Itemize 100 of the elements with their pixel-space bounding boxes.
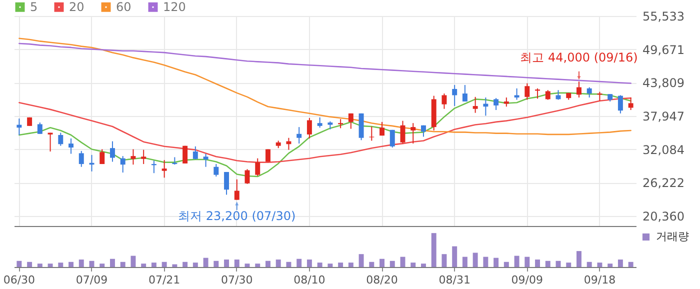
- x-tick-label: 08/31: [438, 274, 470, 286]
- candlestick: [203, 153, 208, 168]
- bar: [628, 262, 634, 267]
- candlestick: [192, 146, 198, 160]
- legend-label: 거래량: [656, 230, 689, 243]
- candlestick: [472, 96, 478, 114]
- y-tick-label: 55,533: [642, 10, 684, 24]
- bar: [110, 258, 115, 267]
- bar: [338, 262, 344, 267]
- bar: [369, 262, 374, 267]
- bar: [566, 262, 572, 267]
- bar: [120, 262, 126, 267]
- candlestick: [100, 148, 105, 165]
- bar: [182, 262, 188, 267]
- bar: [68, 262, 74, 267]
- bar: [78, 260, 84, 267]
- legend-label: 120: [163, 0, 186, 14]
- candlestick: [348, 112, 354, 130]
- bar: [618, 260, 623, 267]
- candlestick: [182, 145, 188, 164]
- candlestick: [255, 158, 260, 176]
- candlestick: [390, 129, 395, 148]
- x-tick-label: 07/09: [76, 274, 108, 286]
- bar: [27, 262, 32, 267]
- candlestick: [141, 149, 146, 165]
- candlestick: [78, 150, 84, 168]
- bar: [524, 256, 530, 267]
- bar: [535, 260, 540, 267]
- bar: [192, 262, 198, 267]
- y-tick-label: 20,360: [642, 209, 684, 224]
- bar: [358, 254, 364, 267]
- candlestick: [545, 90, 550, 100]
- x-tick-label: 08/10: [294, 274, 326, 286]
- candlestick: [576, 81, 582, 98]
- legend-label: 20: [69, 0, 84, 14]
- bar: [462, 256, 468, 267]
- bar: [130, 256, 136, 267]
- y-tick-label: 32,084: [642, 142, 684, 157]
- candlestick: [162, 160, 167, 178]
- candlestick: [130, 148, 136, 166]
- bar: [545, 260, 550, 267]
- candlestick: [494, 98, 499, 111]
- candlestick: [452, 84, 458, 107]
- candlestick: [400, 120, 406, 144]
- bar: [16, 260, 22, 267]
- y-tick-label: 43,809: [642, 76, 684, 90]
- bar: [224, 260, 230, 267]
- bar: [48, 264, 53, 267]
- bar: [380, 258, 385, 267]
- bar: [483, 256, 488, 267]
- bar: [255, 264, 260, 267]
- y-tick-label: 49,671: [642, 42, 684, 57]
- bar: [431, 233, 436, 267]
- bar: [608, 264, 613, 267]
- annotation: 최고 44,000 (09/16): [520, 50, 638, 65]
- x-tick-label: 07/30: [221, 274, 253, 286]
- candlestick: [380, 121, 385, 136]
- bar: [472, 252, 478, 267]
- bar: [265, 260, 270, 267]
- candlestick: [618, 94, 623, 114]
- bar: [203, 258, 208, 267]
- candlestick: [58, 132, 64, 146]
- bar: [597, 262, 602, 267]
- bar: [214, 260, 219, 267]
- candlestick: [628, 96, 634, 111]
- candlestick: [110, 140, 115, 162]
- candlestick: [410, 122, 416, 144]
- bar: [286, 262, 292, 267]
- x-tick-label: 08/20: [366, 274, 398, 286]
- bar: [504, 262, 509, 267]
- candlestick: [504, 96, 509, 108]
- bar: [576, 251, 582, 267]
- bar: [141, 264, 146, 267]
- candlestick: [306, 117, 312, 139]
- candlestick: [556, 90, 561, 100]
- bar: [442, 254, 447, 267]
- bar: [328, 264, 333, 267]
- candlestick: [524, 82, 530, 100]
- bar: [317, 262, 322, 267]
- candlestick: [296, 126, 302, 144]
- candlestick: [442, 93, 447, 110]
- legend-label: 60: [116, 0, 132, 14]
- x-tick-label: 06/30: [3, 274, 36, 286]
- bar: [296, 258, 302, 267]
- candlestick: [369, 126, 374, 142]
- candlestick: [586, 86, 592, 98]
- x-tick-label: 09/18: [584, 274, 616, 286]
- candlestick: [120, 156, 126, 174]
- bar: [58, 262, 64, 267]
- x-tick-label: 07/21: [148, 274, 180, 286]
- bar: [420, 264, 426, 267]
- candlestick: [214, 164, 219, 178]
- candlestick: [244, 168, 250, 184]
- bar: [390, 260, 395, 267]
- bar: [244, 264, 250, 267]
- bar: [410, 262, 416, 267]
- bar: [494, 258, 499, 267]
- annotation: 최저 23,200 (07/30): [178, 208, 296, 223]
- bar: [37, 264, 42, 267]
- bar: [172, 264, 178, 267]
